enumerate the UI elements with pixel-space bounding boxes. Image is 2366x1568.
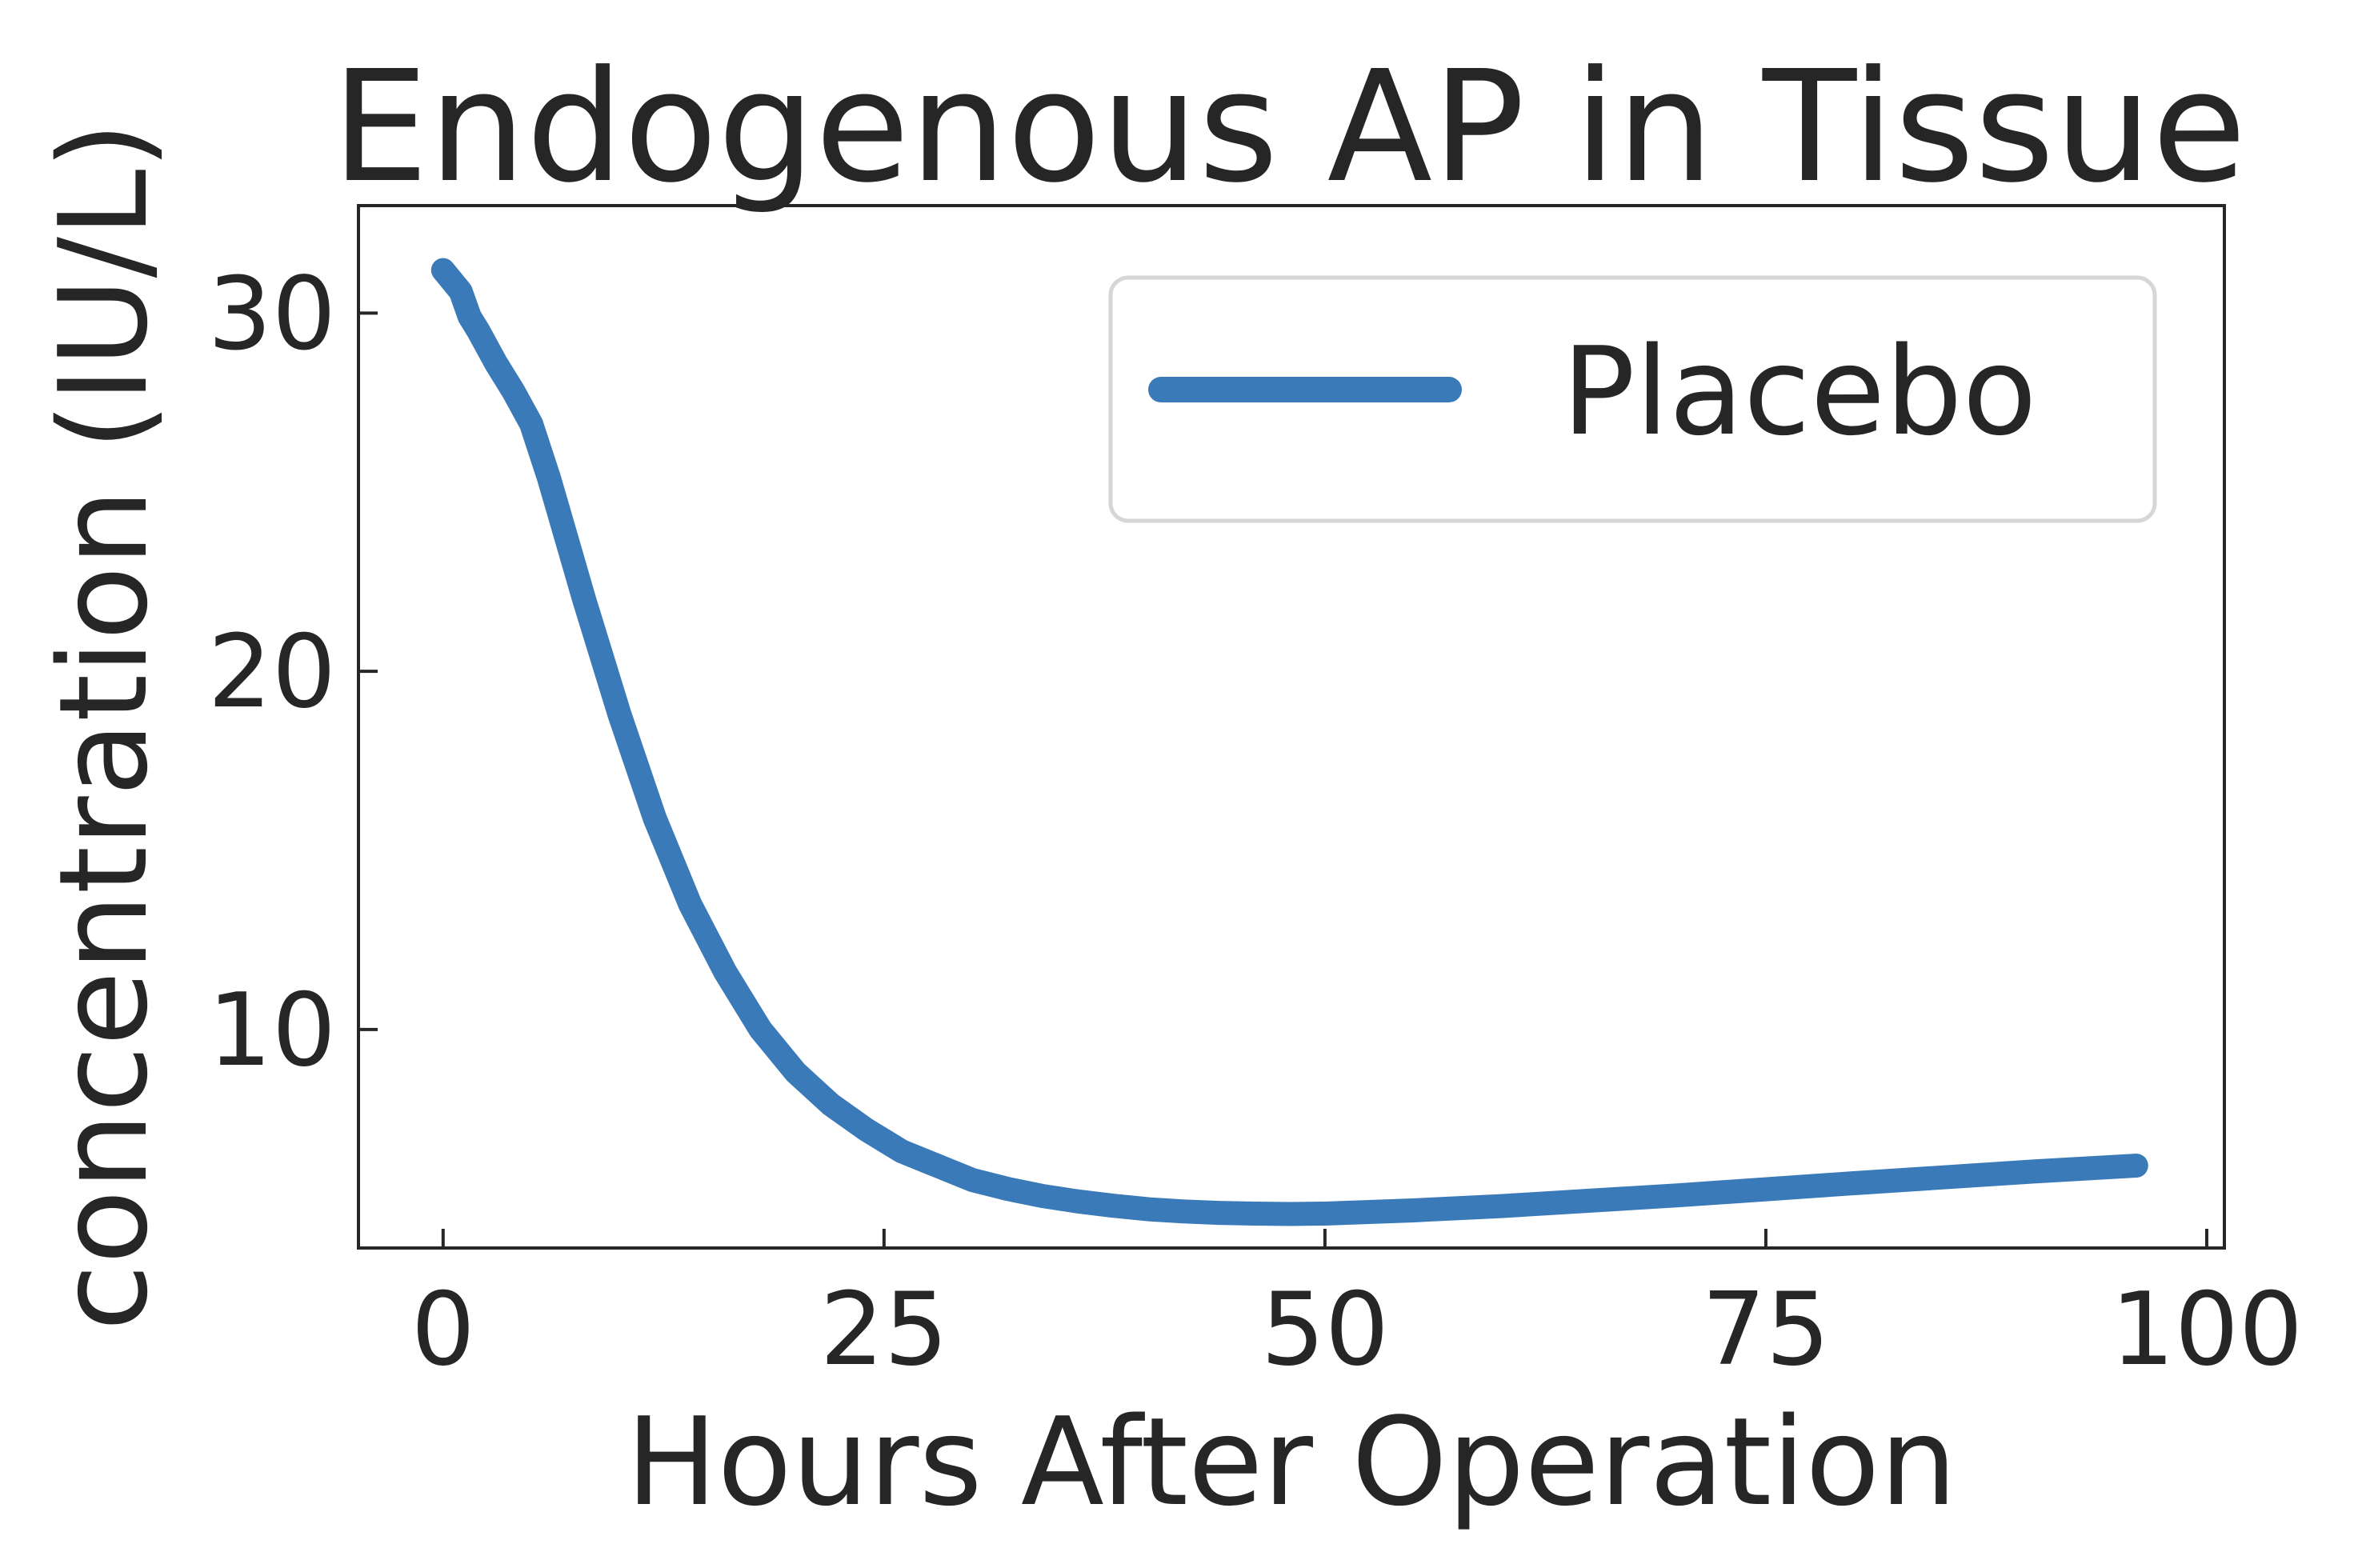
y-axis-ticks: 10 20 30 [208,254,378,1089]
x-tick-label: 100 [2111,1270,2304,1388]
x-tick-label: 50 [1261,1270,1389,1388]
legend-box [1108,275,2157,523]
legend: Placebo [1108,275,2157,523]
y-tick-label: 10 [208,971,336,1089]
x-tick-label: 75 [1702,1270,1830,1388]
y-tick-label: 20 [208,613,336,730]
series-layer [430,258,2148,1226]
y-tick-label: 30 [208,254,336,372]
y-axis-label: concentration (IU/L) [33,122,174,1331]
x-tick-label: 0 [411,1270,475,1388]
x-axis-label: Hours After Operation [626,1391,1956,1533]
x-tick-label: 25 [820,1270,948,1388]
plot-area-frame [357,204,2226,1250]
series-line-placebo [430,258,2148,1226]
x-axis-ticks: 0 25 50 75 100 [411,1229,2303,1388]
legend-label-placebo: Placebo [1562,321,2037,462]
chart-title: Endogenous AP in Tissue [331,38,2246,217]
